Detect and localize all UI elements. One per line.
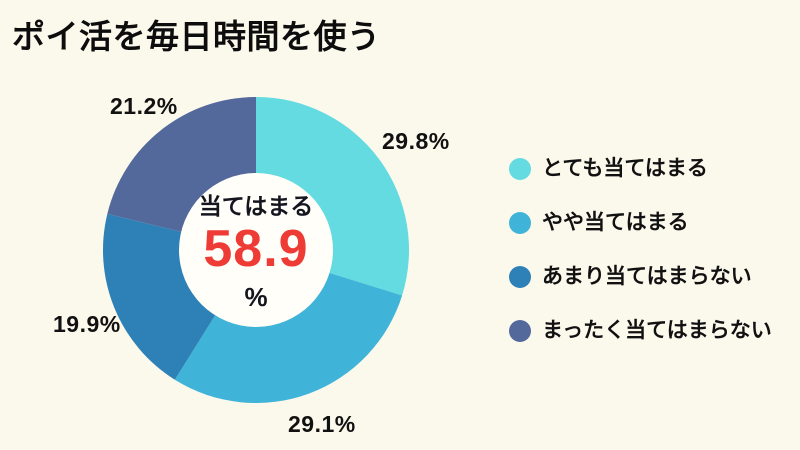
donut-hole: [179, 173, 333, 327]
legend-item-yaya: やや当てはまる: [509, 212, 772, 234]
legend-item-mattaku: まったく当てはまらない: [509, 320, 772, 342]
center-unit: %: [244, 281, 268, 312]
page-title: ポイ活を毎日時間を使う: [12, 18, 381, 55]
donut-slice-1: [174, 250, 403, 403]
legend-label: まったく当てはまらない: [542, 319, 772, 342]
legend-item-totemo: とても当てはまる: [509, 158, 772, 180]
legend-swatch-icon: [509, 158, 531, 180]
legend-label: やや当てはまる: [542, 211, 689, 234]
slice-label-amari: 19.9%: [53, 311, 121, 337]
legend-label: あまり当てはまらない: [542, 265, 752, 288]
slice-label-totemo: 29.8%: [382, 128, 450, 154]
center-value: 58.9: [203, 219, 309, 278]
donut-center-label: 当てはまる 58.9 %: [166, 193, 346, 310]
legend-swatch-icon: [509, 266, 531, 288]
legend-swatch-icon: [509, 212, 531, 234]
center-caption: 当てはまる: [198, 193, 314, 219]
legend-swatch-icon: [509, 320, 531, 342]
legend: とても当てはまる やや当てはまる あまり当てはまらない まったく当てはまらない: [509, 158, 772, 342]
legend-item-amari: あまり当てはまらない: [509, 266, 772, 288]
slice-label-yaya: 29.1%: [288, 411, 356, 437]
slice-label-mattaku: 21.2%: [110, 93, 178, 119]
legend-label: とても当てはまる: [542, 157, 708, 180]
